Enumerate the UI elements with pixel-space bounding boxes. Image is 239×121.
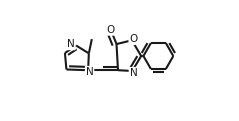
Text: O: O xyxy=(129,34,137,44)
Text: O: O xyxy=(107,25,115,35)
Text: N: N xyxy=(67,39,75,49)
Text: N: N xyxy=(130,68,137,78)
Text: N: N xyxy=(86,67,93,77)
